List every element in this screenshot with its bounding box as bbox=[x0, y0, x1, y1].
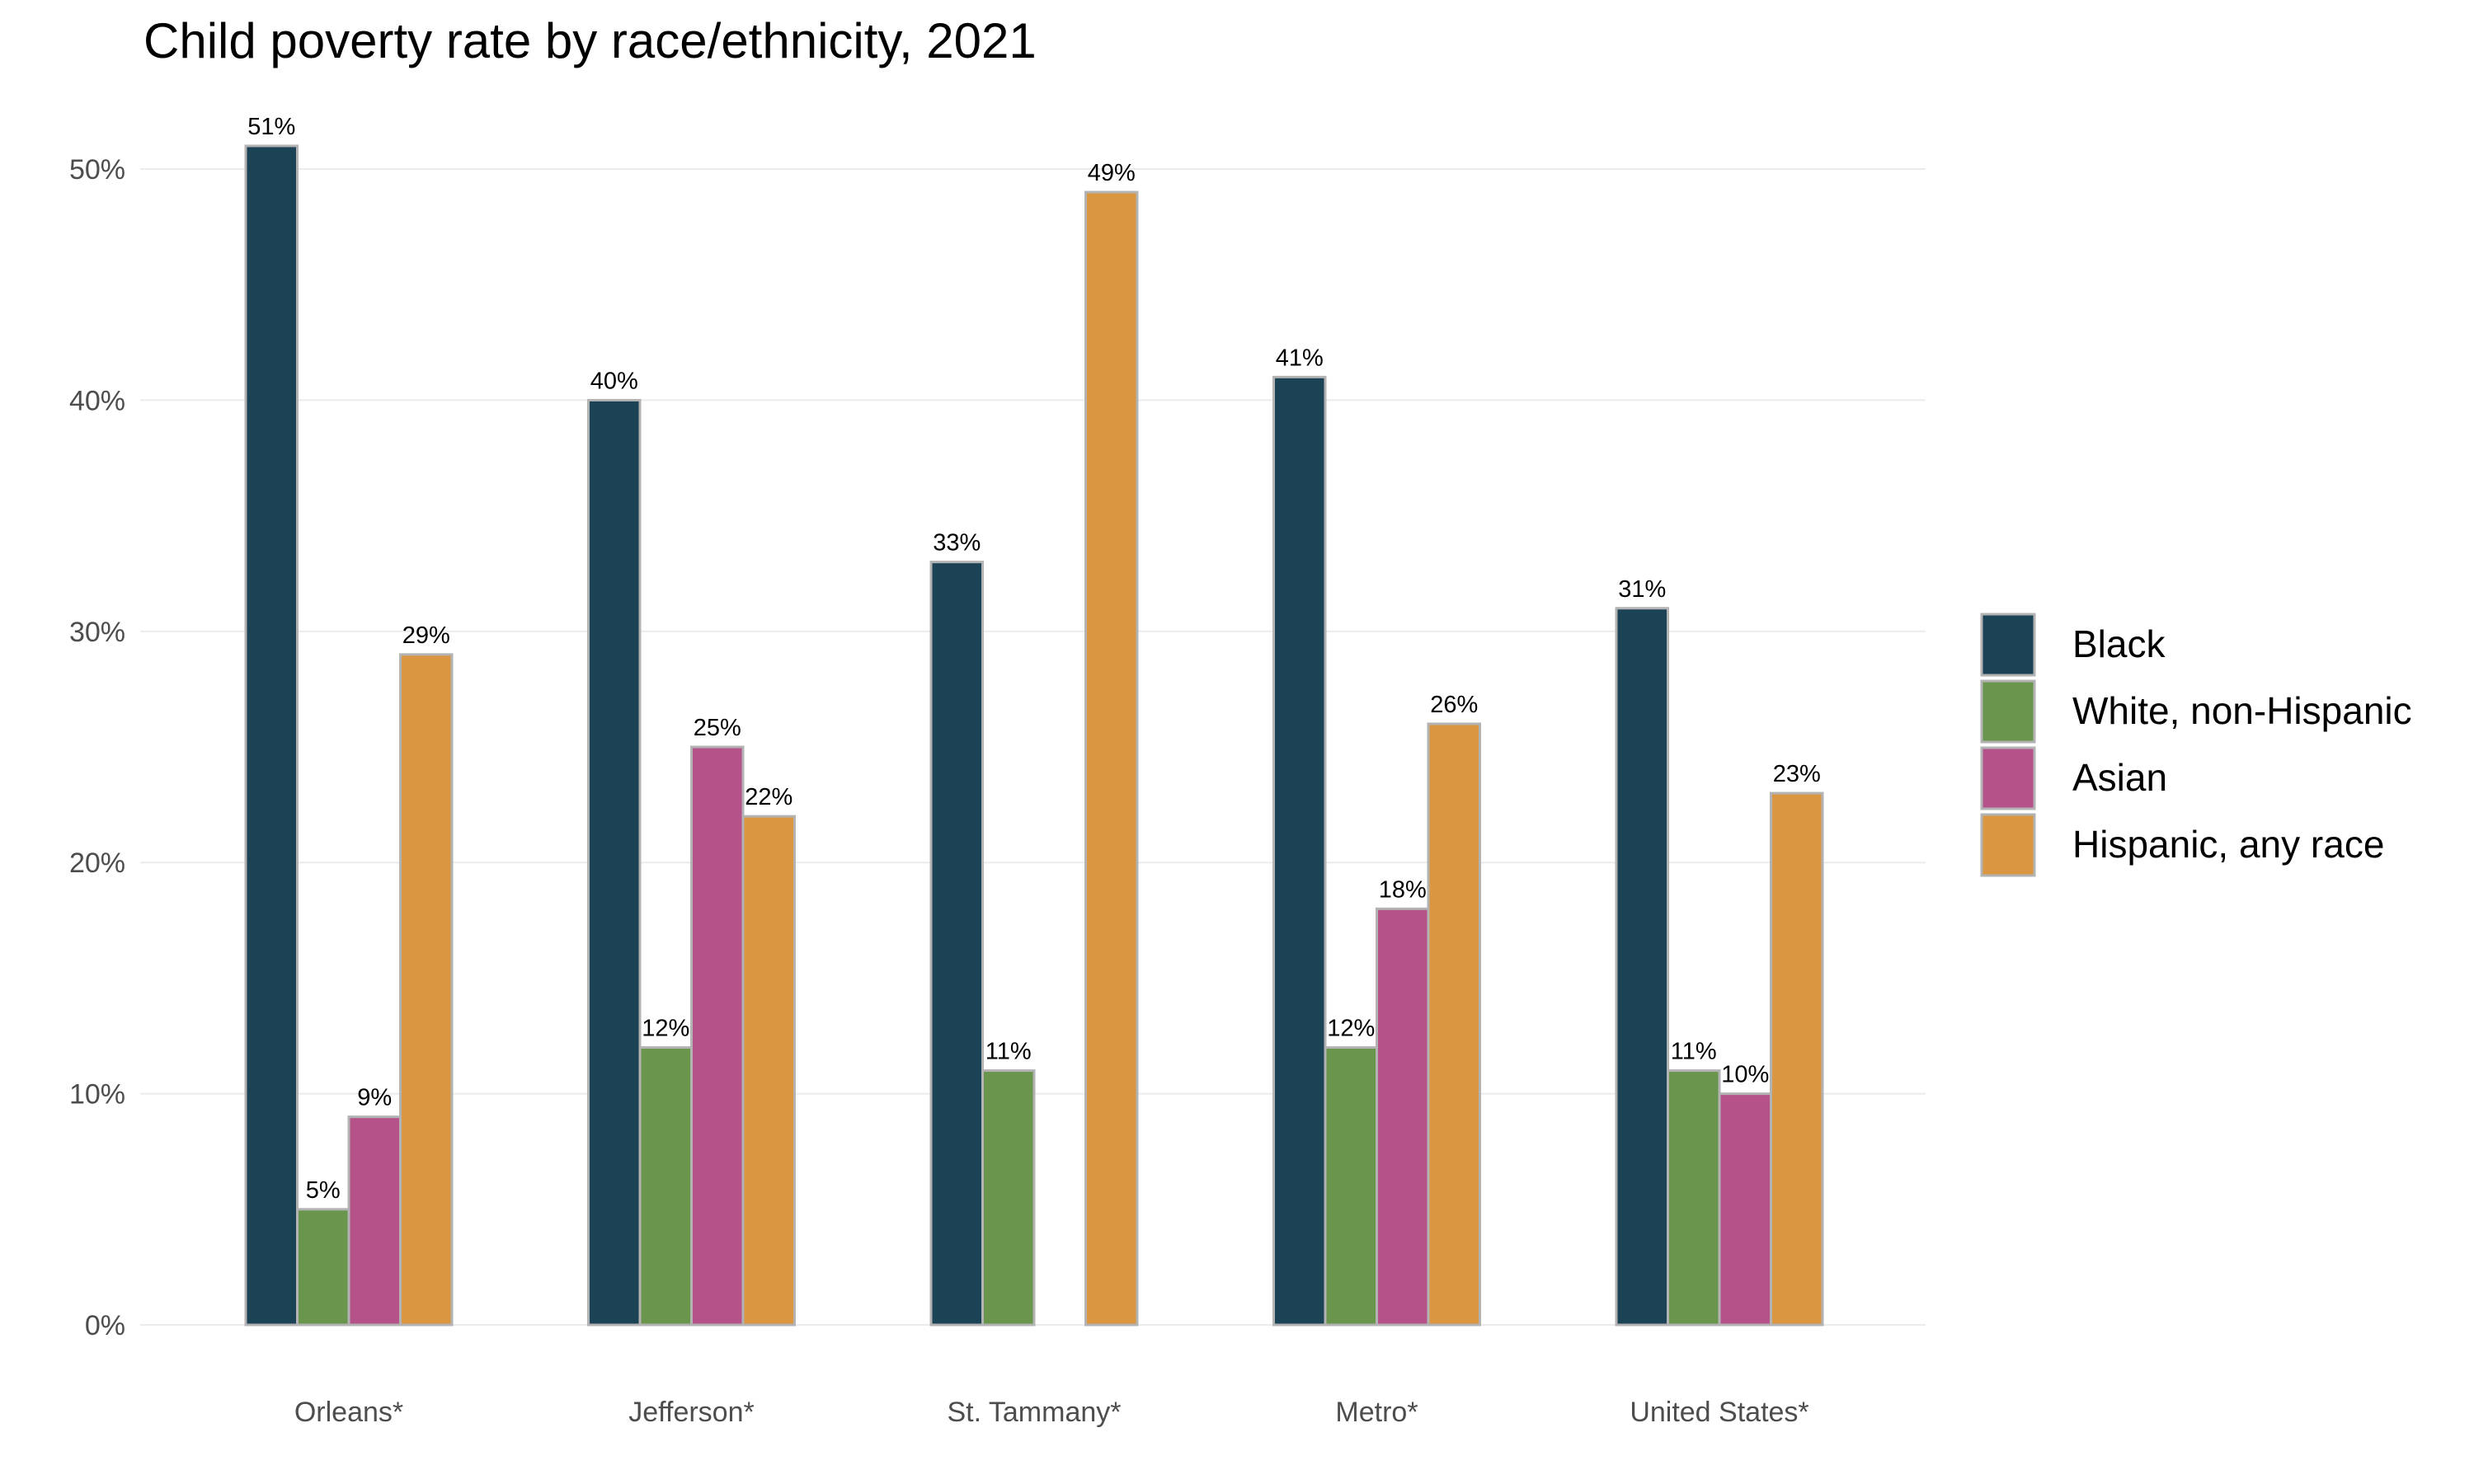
legend-swatch bbox=[1980, 679, 2036, 744]
data-label: 12% bbox=[1327, 1016, 1375, 1042]
bar bbox=[244, 144, 299, 1327]
bar bbox=[741, 815, 796, 1327]
data-label: 5% bbox=[306, 1177, 341, 1204]
bar bbox=[1667, 1069, 1721, 1327]
data-label: 18% bbox=[1379, 876, 1427, 903]
x-tick-label: United States* bbox=[1630, 1397, 1808, 1428]
legend-swatch bbox=[1980, 813, 2036, 877]
data-label: 29% bbox=[402, 622, 450, 649]
bar bbox=[347, 1115, 402, 1327]
y-tick-label: 0% bbox=[85, 1310, 125, 1341]
data-label: 9% bbox=[357, 1085, 392, 1111]
bar bbox=[638, 1046, 693, 1327]
y-tick-label: 50% bbox=[69, 154, 125, 186]
y-tick-label: 10% bbox=[69, 1079, 125, 1111]
chart-title: Child poverty rate by race/ethnicity, 20… bbox=[143, 13, 1037, 68]
x-axis-ticks: Orleans* Jefferson* St. Tammany* Metro* Unit… bbox=[294, 1397, 1809, 1428]
data-label: 41% bbox=[1276, 345, 1324, 371]
y-axis-ticks: 0% 10% 20% 30% 40% 50% bbox=[69, 154, 125, 1341]
bars bbox=[244, 144, 1824, 1327]
bar bbox=[399, 653, 454, 1327]
bar bbox=[981, 1069, 1036, 1327]
data-label: 33% bbox=[933, 530, 981, 556]
y-tick-label: 40% bbox=[69, 385, 125, 416]
x-tick-label: Orleans* bbox=[294, 1397, 403, 1428]
legend-label: White, non-Hispanic bbox=[2072, 689, 2412, 732]
bar bbox=[1615, 607, 1669, 1327]
data-label: 25% bbox=[694, 715, 741, 741]
legend: Black White, non-Hispanic Asian Hispanic, a… bbox=[1980, 613, 2412, 877]
bar bbox=[1272, 375, 1327, 1327]
data-label: 31% bbox=[1618, 576, 1666, 603]
bar bbox=[1084, 190, 1139, 1327]
x-tick-label: Metro* bbox=[1335, 1397, 1418, 1428]
data-label: 10% bbox=[1721, 1062, 1769, 1088]
bar bbox=[587, 398, 642, 1327]
legend-label: Hispanic, any race bbox=[2072, 823, 2384, 866]
data-label: 23% bbox=[1773, 761, 1821, 787]
bar bbox=[296, 1208, 350, 1327]
bar bbox=[1718, 1092, 1772, 1327]
bar bbox=[1427, 722, 1481, 1327]
bar bbox=[690, 745, 745, 1327]
data-label: 49% bbox=[1088, 160, 1136, 186]
bar bbox=[929, 561, 984, 1327]
legend-swatch bbox=[1980, 746, 2036, 810]
data-label: 26% bbox=[1430, 692, 1478, 718]
data-label: 11% bbox=[985, 1039, 1032, 1065]
data-label: 51% bbox=[247, 114, 295, 140]
data-label: 22% bbox=[745, 784, 793, 810]
legend-label: Asian bbox=[2072, 756, 2167, 799]
x-tick-label: St. Tammany* bbox=[947, 1397, 1121, 1428]
legend-swatch bbox=[1980, 613, 2036, 677]
bar bbox=[1770, 791, 1824, 1327]
y-tick-label: 20% bbox=[69, 848, 125, 879]
x-tick-label: Jefferson* bbox=[628, 1397, 754, 1428]
bar bbox=[1376, 907, 1430, 1327]
data-label: 40% bbox=[590, 368, 638, 394]
bar bbox=[1324, 1046, 1378, 1327]
y-tick-label: 30% bbox=[69, 617, 125, 648]
legend-label: Black bbox=[2072, 622, 2166, 665]
data-labels: 51% 5% 9% 29% 40% 12% 25% 22% 33% 11% 49% 41% 12% 18%… bbox=[247, 114, 1821, 1204]
data-label: 12% bbox=[642, 1016, 689, 1042]
data-label: 11% bbox=[1671, 1039, 1717, 1065]
